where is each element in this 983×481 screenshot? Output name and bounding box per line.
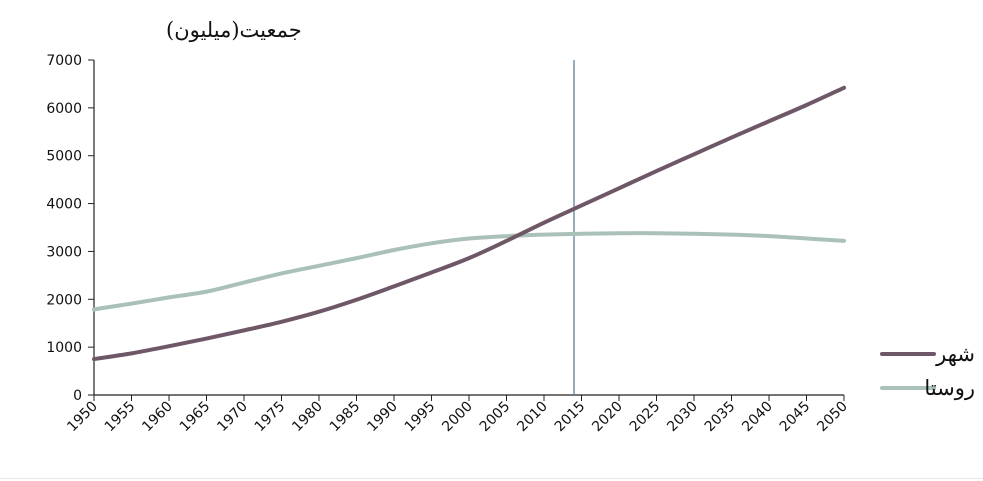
y-tick-label: 5000 [46, 149, 82, 165]
x-tick-label: 2025 [627, 399, 664, 436]
y-tick-label: 0 [73, 388, 82, 404]
x-tick-label: 1975 [252, 399, 289, 436]
x-axis-ticks: 1950 1955 1960 1965 1970 1975 1980 1985 1990 1995… [64, 395, 851, 435]
x-tick-label: 1995 [402, 399, 439, 436]
x-tick-label: 2040 [739, 399, 776, 436]
series-line-0 [92, 85, 846, 362]
y-axis-ticks: 0 1000 2000 3000 4000 5000 6000 7000 [46, 53, 94, 404]
x-tick-label: 1990 [364, 399, 401, 436]
x-tick-label: 1960 [139, 399, 176, 436]
x-tick-label: 2010 [514, 399, 551, 436]
x-tick-label: 1985 [327, 399, 364, 436]
y-tick-label: 3000 [46, 244, 82, 260]
y-tick-label: 6000 [46, 101, 82, 117]
x-tick-label: 1965 [177, 399, 214, 436]
x-tick-label: 2020 [589, 399, 626, 436]
y-tick-label: 2000 [46, 292, 82, 308]
x-tick-label: 2035 [702, 399, 739, 436]
x-tick-label: 2030 [664, 399, 701, 436]
x-tick-label: 1950 [64, 399, 101, 436]
x-tick-label: 1970 [214, 399, 251, 436]
legend-label: شهر [935, 342, 975, 367]
bottom-divider [0, 478, 983, 479]
x-tick-label: 2005 [477, 399, 514, 436]
x-tick-label: 1980 [289, 399, 326, 436]
series-line-1 [92, 231, 846, 312]
x-tick-label: 1955 [102, 399, 139, 436]
y-axis-label: جمعیت(میلیون) [166, 18, 302, 43]
x-tick-label: 2000 [439, 399, 476, 436]
series-lines [92, 85, 846, 362]
axes [93, 60, 844, 396]
x-tick-label: 2015 [552, 399, 589, 436]
x-tick-label: 2050 [814, 399, 851, 436]
y-tick-label: 4000 [46, 197, 82, 213]
y-tick-label: 1000 [46, 340, 82, 356]
legend: شهر روستا [880, 342, 975, 401]
y-tick-label: 7000 [46, 53, 82, 69]
legend-label: روستا [924, 376, 975, 401]
x-tick-label: 2045 [777, 399, 814, 436]
